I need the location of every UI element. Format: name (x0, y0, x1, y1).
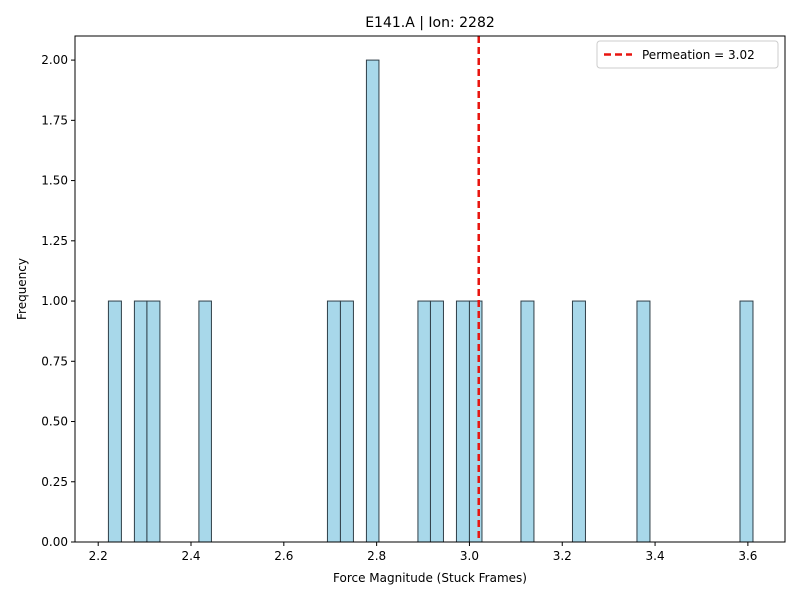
histogram-bar (455, 300, 470, 543)
y-axis-ticks: 0.00 0.25 0.50 0.75 1.00 1.25 1.50 1.75 2.00 (41, 53, 75, 549)
x-tick-label: 3.0 (460, 549, 479, 563)
y-tick-label: 0.75 (41, 354, 68, 368)
histogram-bar (326, 300, 341, 543)
y-tick-label: 1.50 (41, 174, 68, 188)
histogram-bar (571, 300, 586, 543)
x-tick-label: 2.6 (274, 549, 293, 563)
y-tick-label: 1.00 (41, 294, 68, 308)
histogram-bar (365, 59, 380, 543)
y-tick-label: 0.25 (41, 475, 68, 489)
y-tick-label: 0.50 (41, 415, 68, 429)
histogram-bar (107, 300, 122, 543)
bars-layer (107, 59, 754, 543)
histogram-bar (468, 300, 483, 543)
histogram-bar (520, 300, 535, 543)
histogram-bar (417, 300, 431, 543)
histogram-bar (429, 300, 444, 543)
histogram-bar (146, 300, 161, 543)
x-tick-label: 2.8 (367, 549, 386, 563)
x-tick-label: 3.4 (646, 549, 665, 563)
x-tick-label: 2.4 (181, 549, 200, 563)
histogram-bar (339, 300, 354, 543)
chart-title: E141.A | Ion: 2282 (365, 15, 495, 31)
x-tick-label: 2.2 (89, 549, 108, 563)
x-tick-label: 3.6 (738, 549, 757, 563)
x-axis-label: Force Magnitude (Stuck Frames) (333, 571, 527, 585)
histogram-bar (198, 300, 212, 543)
y-tick-label: 1.75 (41, 113, 68, 127)
legend-label: Permeation = 3.02 (642, 48, 755, 62)
histogram-bar (636, 300, 651, 543)
x-tick-label: 3.2 (553, 549, 572, 563)
plot-frame (74, 35, 786, 543)
y-axis-label: Frequency (15, 258, 29, 320)
x-axis-ticks: 2.2 2.4 2.6 2.8 3.0 3.2 3.4 3.6 (89, 542, 757, 563)
histogram-bar (739, 300, 754, 543)
y-tick-label: 0.00 (41, 535, 68, 549)
y-tick-label: 2.00 (41, 53, 68, 67)
histogram-bar (133, 300, 148, 543)
legend-box (596, 40, 779, 69)
legend: Permeation = 3.02 (596, 40, 779, 69)
y-tick-label: 1.25 (41, 234, 68, 248)
